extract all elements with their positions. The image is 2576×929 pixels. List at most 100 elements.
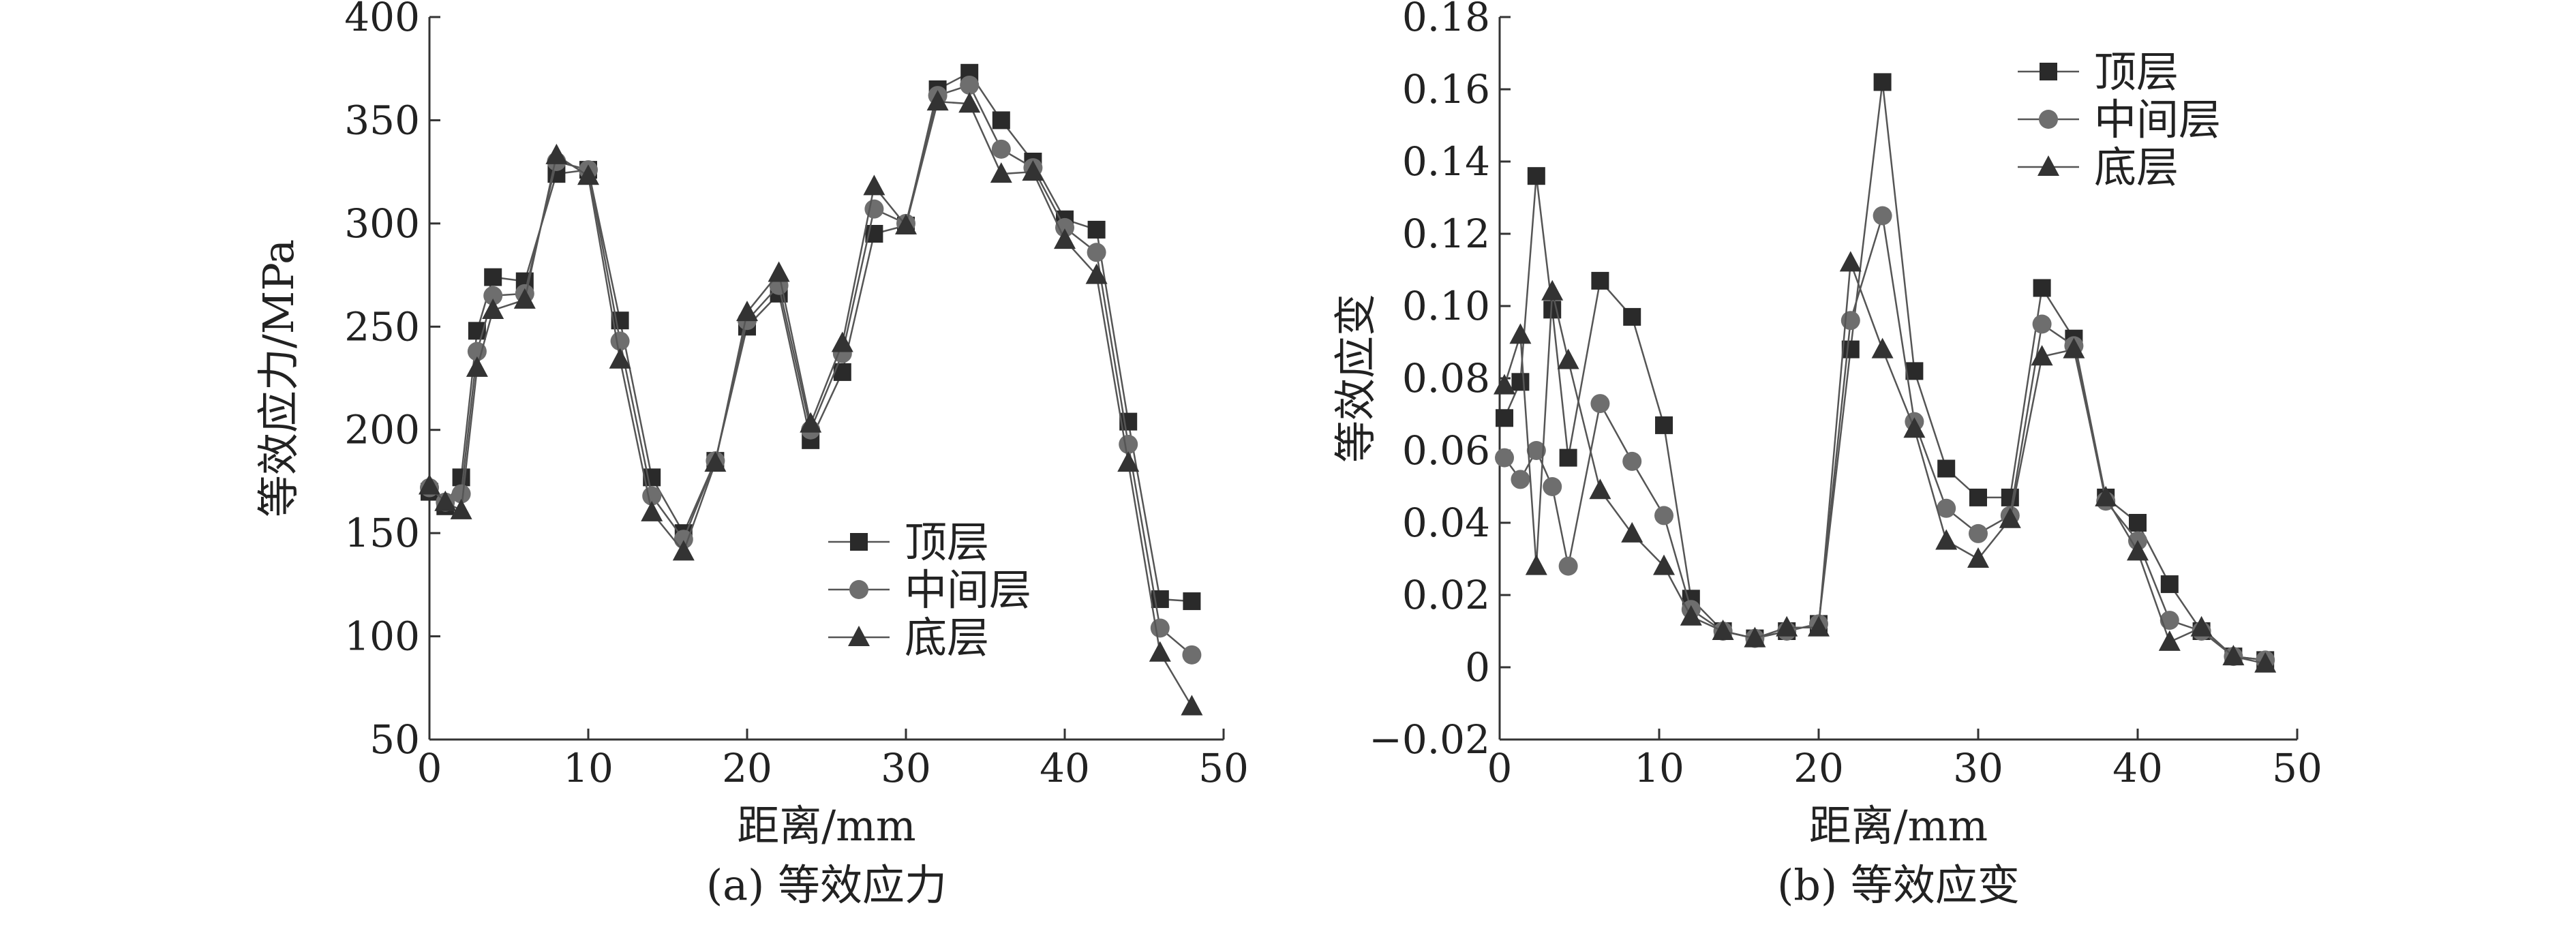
y-tick-label: 250 (344, 303, 420, 350)
data-point (1183, 592, 1201, 611)
x-tick-label: 0 (417, 745, 442, 791)
data-point (1871, 337, 1894, 359)
y-tick-label: 0.16 (1402, 66, 1490, 112)
data-point (1969, 488, 1987, 506)
x-tick-label: 20 (722, 745, 772, 791)
data-point (768, 261, 790, 282)
data-point (434, 490, 457, 511)
data-point (513, 288, 536, 309)
data-point (1873, 206, 1892, 226)
x-tick-label: 40 (1040, 745, 1090, 791)
data-point (1119, 434, 1138, 454)
y-tick-label: 0.18 (1402, 0, 1490, 40)
x-axis-label: 距离/mm (1809, 801, 1988, 851)
x-tick-label: 50 (2272, 745, 2322, 791)
data-point (736, 301, 758, 322)
data-point (1712, 620, 1734, 640)
chart-a: 0 10 20 30 40 50 50 100 150 200 250 300 350 400 距离/mm 等… (254, 0, 1249, 910)
data-point (704, 451, 727, 472)
x-axis-label: 距离/mm (737, 801, 915, 851)
data-point (800, 412, 822, 433)
chart-b: 0 10 20 30 40 50−0.0200.020.040.060.080.100.1… (1331, 0, 2322, 910)
data-point (895, 213, 917, 234)
legend-label: 顶层 (905, 517, 989, 567)
y-tick-label: 0.10 (1402, 283, 1490, 329)
data-point (2222, 645, 2245, 666)
data-point (1680, 605, 1702, 626)
data-point (1557, 348, 1579, 369)
data-point (1905, 362, 1924, 380)
data-point (2033, 279, 2051, 297)
data-point (641, 500, 663, 521)
legend-marker (2040, 63, 2057, 80)
data-point (958, 92, 981, 113)
data-point (863, 174, 885, 196)
data-point (2190, 615, 2213, 637)
data-point (1559, 448, 1577, 467)
y-tick-label: 200 (344, 407, 420, 453)
y-tick-label: 0.14 (1402, 138, 1490, 185)
data-point (609, 348, 631, 369)
data-point (1591, 271, 1609, 290)
y-tick-label: 0.12 (1402, 211, 1490, 257)
data-point (466, 356, 488, 377)
data-point (467, 341, 487, 361)
y-tick-label: 350 (344, 97, 420, 143)
data-point (991, 139, 1011, 159)
data-point (1511, 470, 1530, 489)
y-tick-label: 0.06 (1402, 427, 1490, 474)
data-point (1022, 160, 1044, 181)
series-底层 (1494, 251, 2277, 673)
data-point (1808, 615, 1830, 637)
data-point (1937, 459, 1956, 478)
data-point (545, 143, 568, 164)
series-line (429, 72, 1192, 603)
data-point (1969, 523, 1988, 543)
data-point (577, 164, 599, 185)
series-顶层 (421, 63, 1201, 611)
data-point (1117, 451, 1140, 472)
data-point (992, 111, 1010, 130)
series-line (429, 100, 1193, 707)
data-point (960, 75, 980, 95)
data-point (831, 331, 853, 352)
x-tick-label: 10 (563, 745, 613, 791)
data-point (2063, 337, 2085, 359)
data-point (2160, 611, 2179, 630)
data-point (1589, 478, 1611, 500)
data-point (926, 90, 949, 111)
y-axis-label: 等效应力/MPa (254, 239, 303, 517)
data-point (1653, 554, 1676, 575)
legend-marker (849, 580, 868, 599)
data-point (483, 286, 503, 305)
data-point (1655, 416, 1673, 434)
legend-marker (848, 626, 870, 646)
x-tick-label: 30 (881, 745, 931, 791)
data-point (2129, 514, 2147, 532)
data-point (2160, 575, 2179, 594)
series-line (1504, 215, 2266, 661)
data-point (1937, 498, 1956, 518)
data-point (1744, 626, 1766, 648)
data-point (451, 484, 471, 504)
data-point (1543, 477, 1562, 496)
data-point (1054, 228, 1076, 249)
y-tick-label: 400 (344, 0, 420, 40)
chart-caption: (a) 等效应力 (706, 860, 947, 910)
data-point (1776, 615, 1798, 637)
series-line (1503, 262, 2266, 665)
data-point (1967, 547, 1989, 568)
data-point (1509, 323, 1532, 344)
series-中间层 (1495, 206, 2275, 670)
data-point (1526, 441, 1546, 460)
x-tick-label: 50 (1198, 745, 1249, 791)
legend-marker (2039, 110, 2058, 129)
x-tick-label: 10 (1634, 745, 1684, 791)
y-tick-label: 0 (1465, 644, 1490, 690)
y-tick-label: 0.08 (1402, 355, 1490, 401)
data-point (419, 474, 440, 495)
legend-label: 底层 (2094, 142, 2179, 192)
data-point (1558, 556, 1578, 576)
data-point (1840, 311, 1860, 331)
